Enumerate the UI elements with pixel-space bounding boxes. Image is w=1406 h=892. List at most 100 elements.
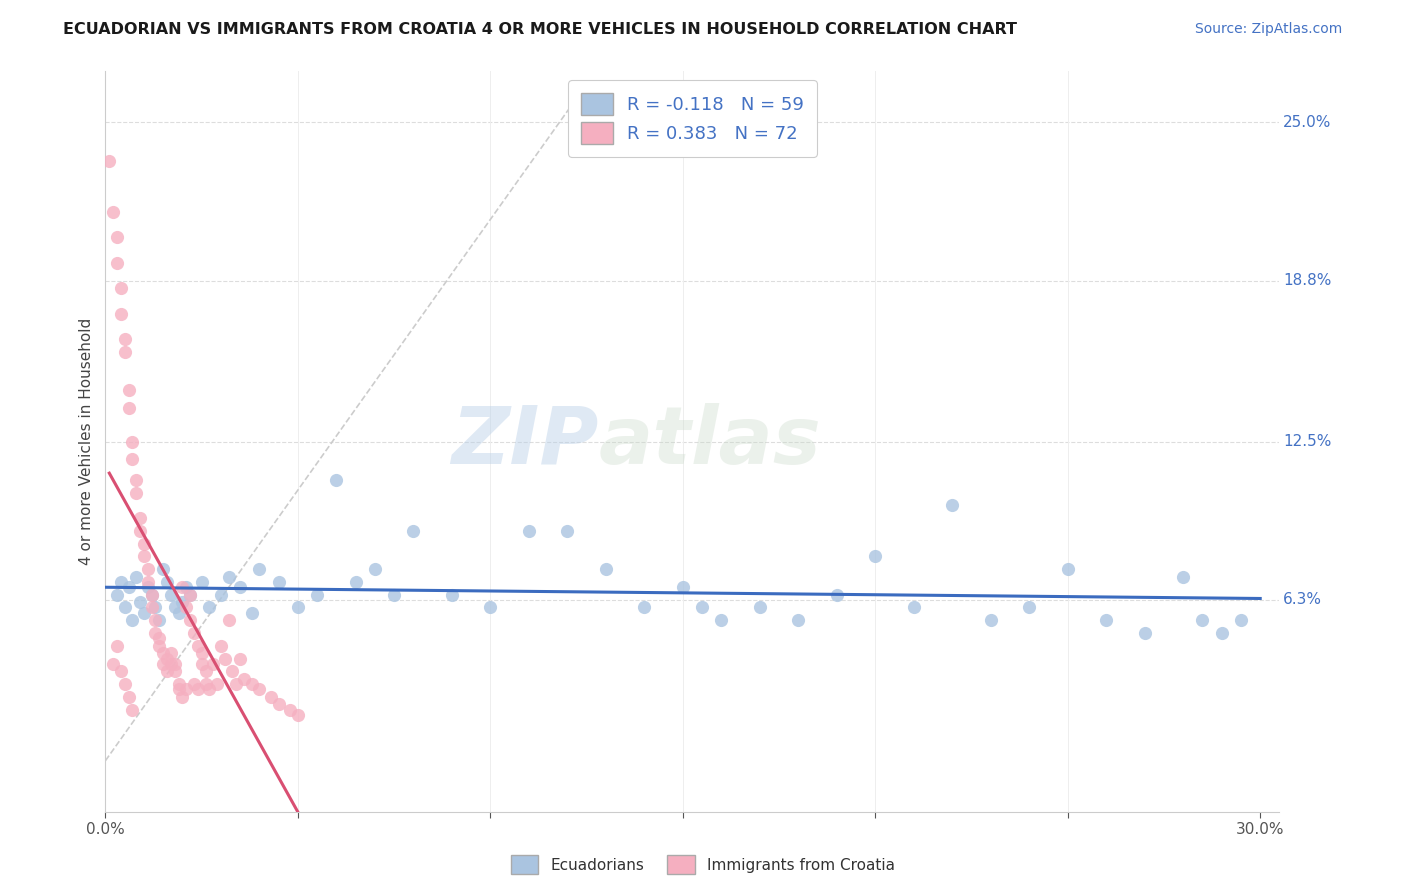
Text: 6.3%: 6.3% <box>1284 592 1322 607</box>
Text: 25.0%: 25.0% <box>1284 115 1331 130</box>
Point <box>174 580 197 594</box>
Point <box>865 549 887 564</box>
Point <box>114 333 136 347</box>
Point <box>148 639 170 653</box>
Point <box>141 600 163 615</box>
Point <box>121 452 143 467</box>
Point <box>167 677 190 691</box>
Point <box>1095 613 1118 627</box>
Point <box>221 665 243 679</box>
Point <box>1133 626 1156 640</box>
Point <box>145 600 167 615</box>
Point <box>101 204 124 219</box>
Point <box>110 281 132 295</box>
Point <box>1173 570 1195 584</box>
Point <box>249 562 271 576</box>
Point <box>190 657 212 671</box>
Point <box>167 606 190 620</box>
Point <box>1230 613 1253 627</box>
Point <box>287 600 309 615</box>
Point <box>517 524 540 538</box>
Point <box>1211 626 1233 640</box>
Point <box>233 672 256 686</box>
Text: 12.5%: 12.5% <box>1284 434 1331 449</box>
Point <box>402 524 425 538</box>
Point <box>179 588 201 602</box>
Point <box>307 588 329 602</box>
Text: atlas: atlas <box>599 402 821 481</box>
Point <box>194 665 217 679</box>
Point <box>114 345 136 359</box>
Point <box>105 588 128 602</box>
Point <box>190 647 212 661</box>
Point <box>1018 600 1040 615</box>
Point <box>145 626 167 640</box>
Point <box>148 631 170 645</box>
Point <box>214 651 236 665</box>
Point <box>160 647 183 661</box>
Point <box>325 473 347 487</box>
Point <box>198 600 221 615</box>
Point <box>163 657 186 671</box>
Point <box>129 524 152 538</box>
Point <box>183 626 205 640</box>
Point <box>198 682 221 697</box>
Point <box>479 600 502 615</box>
Point <box>145 613 167 627</box>
Point <box>101 657 124 671</box>
Point <box>240 606 263 620</box>
Point <box>141 588 163 602</box>
Point <box>114 600 136 615</box>
Point <box>98 153 121 168</box>
Point <box>218 613 240 627</box>
Point <box>160 657 183 671</box>
Point <box>557 524 579 538</box>
Point <box>125 485 148 500</box>
Point <box>287 707 309 722</box>
Point <box>187 682 209 697</box>
Point <box>183 677 205 691</box>
Point <box>209 588 232 602</box>
Point <box>132 549 155 564</box>
Point <box>903 600 925 615</box>
Point <box>110 665 132 679</box>
Point <box>156 651 179 665</box>
Point <box>595 562 617 576</box>
Point <box>117 690 139 704</box>
Point <box>344 574 367 589</box>
Point <box>174 682 197 697</box>
Text: Source: ZipAtlas.com: Source: ZipAtlas.com <box>1195 22 1343 37</box>
Point <box>179 588 201 602</box>
Point <box>117 401 139 416</box>
Point <box>152 657 174 671</box>
Point <box>121 703 143 717</box>
Point <box>267 698 290 712</box>
Point <box>110 574 132 589</box>
Point <box>121 434 143 449</box>
Point <box>209 639 232 653</box>
Point <box>1056 562 1078 576</box>
Point <box>229 580 252 594</box>
Point <box>152 562 174 576</box>
Point <box>980 613 1002 627</box>
Point <box>105 256 128 270</box>
Point <box>690 600 713 615</box>
Point <box>633 600 655 615</box>
Point <box>267 574 290 589</box>
Point <box>167 682 190 697</box>
Point <box>152 647 174 661</box>
Point <box>172 690 194 704</box>
Point <box>136 580 159 594</box>
Point <box>1191 613 1213 627</box>
Point <box>364 562 387 576</box>
Point <box>440 588 463 602</box>
Point <box>141 588 163 602</box>
Point <box>129 595 152 609</box>
Point <box>172 595 194 609</box>
Point <box>218 570 240 584</box>
Point <box>179 613 201 627</box>
Point <box>240 677 263 691</box>
Point <box>125 570 148 584</box>
Point <box>278 703 301 717</box>
Point <box>105 639 128 653</box>
